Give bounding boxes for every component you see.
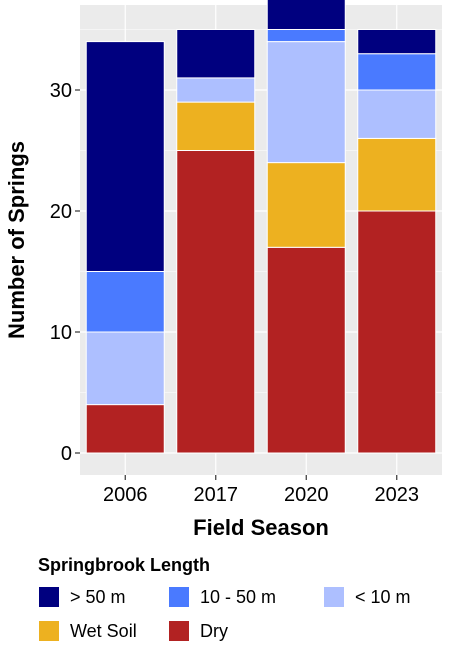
x-tick-label: 2023 <box>375 484 420 506</box>
x-tick-label: 2017 <box>194 484 239 506</box>
legend-title: Springbrook Length <box>38 555 210 575</box>
bar-segment-2020-10-50-m <box>266 29 346 43</box>
y-axis: 0 10 20 30 <box>50 80 80 465</box>
bar-segment-2023-10-50-m <box>357 53 437 91</box>
bar-segment-2020--10-m <box>266 41 346 164</box>
x-axis-title: Field Season <box>193 515 329 540</box>
stacked-bar-chart: 0 10 20 30 2006 2017 2020 2023 Field Season Nu… <box>4 0 442 540</box>
legend-item: < 10 m <box>323 585 411 609</box>
bar-segment-2017--50-m <box>176 29 256 79</box>
legend-item: > 50 m <box>38 585 126 609</box>
y-tick-label: 30 <box>50 80 72 102</box>
bar-segment-2023--50-m <box>357 29 437 55</box>
y-tick-label: 10 <box>50 322 72 344</box>
bar-segment-2020-wet-soil <box>266 162 346 248</box>
bar-segment-2017--10-m <box>176 77 256 103</box>
y-axis-title: Number of Springs <box>4 141 29 339</box>
legend-item: Dry <box>168 619 228 643</box>
legend-label: > 50 m <box>70 586 126 607</box>
legend-label: Dry <box>200 620 228 641</box>
legend-item: 10 - 50 m <box>168 585 276 609</box>
legend: Springbrook Length > 50 m 10 - 50 m < 10 m… <box>38 555 438 645</box>
bar-segment-2017-wet-soil <box>176 101 256 151</box>
legend-swatch <box>38 620 60 642</box>
y-tick-label: 0 <box>61 443 72 465</box>
bars <box>85 0 437 454</box>
bar-segment-2006-dry <box>85 404 165 454</box>
bar-segment-2023-dry <box>357 210 437 454</box>
legend-swatch <box>168 586 190 608</box>
x-tick-label: 2006 <box>103 484 148 506</box>
legend-label: 10 - 50 m <box>200 586 277 607</box>
legend-label: Wet Soil <box>70 620 137 641</box>
bar-segment-2006-10-50-m <box>85 271 165 333</box>
bar-segment-2006--50-m <box>85 41 165 272</box>
bar-segment-2017-dry <box>176 150 256 454</box>
legend-swatch <box>38 586 60 608</box>
bar-segment-2023-wet-soil <box>357 137 437 212</box>
legend-swatch <box>323 586 345 608</box>
y-tick-label: 20 <box>50 201 72 223</box>
bar-segment-2023--10-m <box>357 89 437 139</box>
bar-segment-2006--10-m <box>85 331 165 406</box>
legend-swatch <box>168 620 190 642</box>
x-tick-label: 2020 <box>284 484 329 506</box>
legend-item: Wet Soil <box>38 619 137 643</box>
bar-segment-2020--50-m <box>266 0 346 30</box>
legend-label: < 10 m <box>355 586 411 607</box>
bar-segment-2020-dry <box>266 246 346 454</box>
x-axis: 2006 2017 2020 2023 <box>103 475 419 506</box>
